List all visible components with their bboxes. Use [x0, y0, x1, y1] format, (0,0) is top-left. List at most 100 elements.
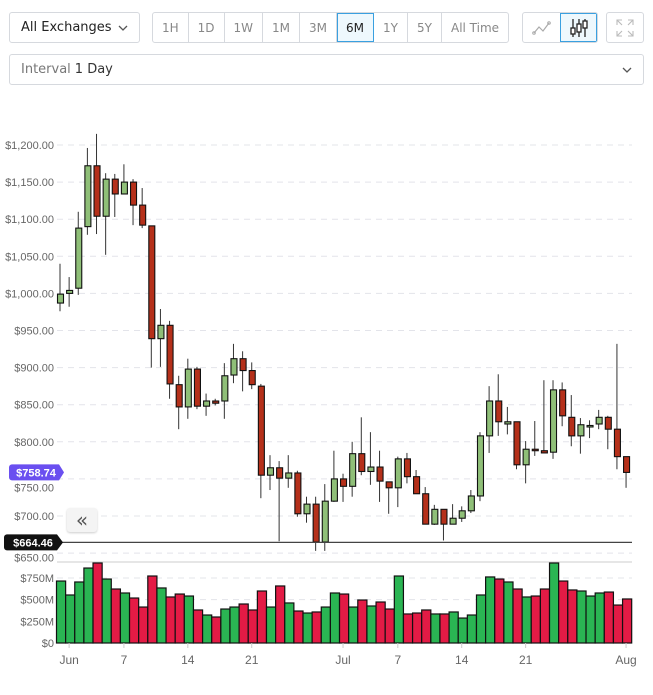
candle-body — [376, 466, 384, 482]
price-tick-label: $700.00 — [14, 511, 54, 523]
range-button-5y[interactable]: 5Y — [408, 13, 442, 42]
x-tick-label: 21 — [245, 653, 259, 667]
candle-body — [358, 453, 366, 473]
range-button-1h[interactable]: 1H — [153, 13, 189, 42]
candle-body — [449, 517, 457, 525]
candle-body — [84, 165, 92, 228]
volume-bar — [138, 606, 149, 644]
candle-body — [139, 204, 147, 226]
fullscreen-button[interactable] — [606, 12, 644, 43]
candle-body — [212, 400, 220, 404]
candle-body — [513, 421, 521, 466]
candle-body — [102, 178, 110, 217]
volume-bar — [448, 611, 459, 644]
volume-bar — [558, 580, 569, 644]
volume-bar — [348, 606, 359, 644]
volume-bar — [439, 613, 450, 644]
current-price-label: $758.74 — [16, 467, 57, 479]
candle-body — [467, 495, 475, 512]
volume-bar — [402, 613, 414, 644]
volume-bar — [165, 596, 176, 644]
exchange-value: All Exchanges — [21, 20, 112, 35]
range-button-1d[interactable]: 1D — [189, 13, 225, 42]
candle-body — [157, 324, 165, 340]
x-tick-label: Aug — [615, 653, 636, 667]
range-button-all-time[interactable]: All Time — [450, 20, 500, 35]
volume-tick-label: $250M — [20, 616, 54, 628]
volume-bar — [366, 605, 377, 644]
price-tick-label: $1,050.00 — [5, 251, 54, 263]
volume-bar — [411, 612, 423, 644]
candle-body — [349, 453, 357, 487]
volume-bar — [466, 614, 478, 644]
candle-body — [93, 165, 101, 217]
candle-body — [604, 416, 612, 430]
interval-dropdown[interactable]: Interval 1 Day — [9, 54, 644, 85]
range-button-1w[interactable]: 1W — [225, 13, 264, 42]
candle-body — [623, 456, 631, 473]
price-tick-label: $1,100.00 — [5, 214, 54, 226]
candle-body — [120, 181, 128, 195]
candle-body — [422, 493, 430, 525]
candle-body — [440, 508, 448, 525]
volume-bar — [539, 588, 551, 644]
candle-body — [294, 472, 302, 515]
candle-body — [595, 416, 603, 425]
candlestick-button[interactable] — [560, 13, 597, 42]
volume-bar — [475, 594, 487, 644]
volume-bar — [275, 585, 286, 644]
x-tick-label: Jun — [59, 653, 78, 667]
volume-bar — [101, 578, 112, 644]
volume-bar — [603, 591, 615, 644]
volume-bar — [83, 567, 94, 644]
chevron-down-icon — [118, 25, 128, 31]
candle-body — [385, 481, 393, 489]
price-tick-label: $1,000.00 — [5, 288, 54, 300]
candle-body — [66, 289, 74, 294]
volume-bar — [430, 613, 441, 644]
candle-body — [166, 324, 174, 385]
volume-bar — [612, 604, 624, 644]
volume-bar — [302, 612, 313, 644]
volume-bar — [55, 580, 67, 644]
range-selector: 1H 1D 1W 1M 3M 6M 1Y 5Y All Time — [152, 12, 510, 43]
volume-bar — [329, 592, 341, 644]
candle-body — [266, 467, 275, 476]
range-button-1y[interactable]: 1Y — [374, 13, 409, 42]
x-tick-label: 14 — [455, 653, 469, 667]
range-button-1m[interactable]: 1M — [263, 13, 301, 42]
candle-body — [367, 466, 375, 473]
price-tick-label: $950.00 — [14, 326, 54, 338]
volume-bar — [238, 603, 249, 644]
candle-body — [330, 478, 338, 502]
candle-body — [495, 400, 503, 423]
price-tick-label: $1,150.00 — [5, 177, 54, 189]
candle-body — [175, 384, 183, 408]
candle-body — [339, 478, 348, 487]
volume-bar — [320, 606, 331, 644]
volume-bar — [293, 610, 304, 644]
candle-body — [431, 508, 439, 525]
candle-body — [613, 428, 621, 458]
line-chart-button[interactable] — [523, 13, 560, 42]
candle-body — [203, 400, 211, 407]
volume-bar — [183, 595, 195, 644]
candle-body — [458, 510, 466, 519]
range-button-3m[interactable]: 3M — [300, 13, 338, 42]
candle-body — [586, 424, 594, 428]
volume-bar — [576, 590, 587, 644]
candle-body — [276, 467, 284, 479]
price-tick-label: $850.00 — [14, 400, 54, 412]
scroll-back-button[interactable]: « — [67, 508, 97, 532]
volume-bar — [530, 595, 541, 644]
volume-bar — [311, 611, 322, 644]
candle-body — [549, 389, 558, 453]
exchange-dropdown[interactable]: All Exchanges — [9, 12, 140, 43]
range-button-6m[interactable]: 6M — [337, 13, 375, 42]
candle-body — [568, 416, 576, 437]
volume-bar — [211, 616, 222, 644]
x-tick-label: 7 — [121, 653, 128, 667]
volume-bar — [110, 588, 122, 644]
volume-bar — [357, 599, 368, 644]
